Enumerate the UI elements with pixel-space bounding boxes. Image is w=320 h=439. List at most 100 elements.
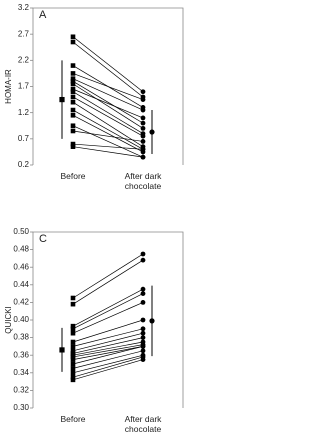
x-tick-label: Before	[60, 171, 86, 181]
before-point	[70, 339, 76, 345]
y-tick-label: 0.2	[18, 160, 30, 169]
mean-marker	[149, 129, 155, 135]
after-point	[140, 107, 146, 113]
pair-line	[72, 337, 144, 354]
pair-line	[72, 344, 144, 358]
y-tick-label: 0.7	[18, 134, 30, 143]
before-point	[70, 357, 76, 362]
before-point	[70, 128, 76, 134]
after-point	[140, 291, 146, 296]
before-point	[70, 301, 76, 307]
after-point	[140, 330, 146, 336]
pair-line	[72, 36, 144, 93]
after-point	[140, 286, 146, 292]
y-tick-label: 1.2	[18, 108, 30, 117]
pair-line	[72, 109, 144, 150]
pair-line	[72, 356, 144, 378]
pair-line	[72, 302, 144, 334]
pair-line	[72, 101, 144, 147]
mean-marker	[149, 318, 155, 324]
before-point	[70, 374, 76, 380]
y-tick-label: 0.34	[13, 368, 29, 377]
pair-line	[72, 354, 144, 374]
pair-line	[72, 288, 144, 327]
before-point	[70, 99, 76, 105]
after-point	[140, 154, 146, 160]
panel-label: A	[39, 9, 47, 21]
before-point	[70, 330, 76, 336]
after-point	[140, 115, 146, 121]
after-point	[140, 89, 146, 95]
x-tick-label: Before	[60, 414, 86, 424]
before-point	[70, 141, 76, 147]
before-point	[70, 323, 76, 329]
y-axis-label: QUICKI	[4, 306, 13, 334]
panel-label: C	[39, 233, 47, 245]
before-point	[70, 63, 76, 68]
y-tick-label: 1.7	[18, 82, 30, 91]
pair-line	[72, 341, 144, 356]
y-tick-label: 0.46	[13, 262, 29, 271]
after-point	[140, 120, 146, 126]
before-point	[70, 123, 76, 129]
before-point	[70, 366, 76, 371]
y-tick-label: 0.42	[13, 298, 29, 307]
mean-marker	[59, 96, 65, 103]
pair-line	[72, 253, 144, 299]
x-tick-label-box: After dark chocolate	[124, 171, 162, 191]
after-point	[140, 344, 146, 349]
y-tick-label: 3.2	[18, 3, 30, 12]
pair-line	[72, 78, 144, 111]
plot-frame	[32, 231, 184, 408]
after-point	[140, 257, 146, 263]
y-tick-label: 0.32	[13, 386, 29, 395]
pair-line	[72, 83, 144, 129]
before-point	[70, 89, 76, 95]
after-point	[140, 348, 146, 354]
mean-marker	[59, 347, 65, 353]
pair-line	[72, 319, 144, 343]
y-tick-label: 2.2	[18, 55, 30, 64]
before-point	[70, 34, 76, 40]
y-tick-label: 0.30	[13, 403, 29, 412]
pair-line	[72, 96, 144, 137]
after-point	[140, 133, 146, 139]
y-tick-label: 0.36	[13, 350, 29, 359]
pair-line	[72, 125, 144, 158]
x-tick-label: After dark chocolate	[124, 414, 162, 434]
pair-line	[72, 143, 144, 150]
y-tick-label: 0.38	[13, 333, 29, 342]
pair-line	[72, 328, 144, 347]
y-tick-label: 2.7	[18, 29, 30, 38]
pair-line	[72, 146, 144, 158]
before-point	[70, 377, 76, 383]
before-point	[70, 81, 76, 87]
before-point	[70, 107, 76, 113]
after-point	[140, 251, 146, 257]
pair-line	[72, 350, 144, 369]
y-tick-label: 0.40	[13, 315, 29, 324]
before-point	[70, 354, 76, 360]
before-point	[70, 76, 76, 81]
figure: A HOMA-IR 0.2 0.7 1.2 1.7 2.2 2.7 3.2 Before After…	[4, 3, 184, 434]
pair-line	[72, 91, 144, 134]
before-point	[70, 370, 76, 376]
before-point	[70, 326, 76, 332]
after-point	[140, 357, 146, 362]
pair-line	[72, 130, 144, 142]
after-point	[140, 97, 146, 102]
x-tick-label-box: Before	[60, 414, 86, 424]
before-point	[70, 295, 76, 301]
y-tick-label: 0.50	[13, 227, 29, 236]
pair-line	[72, 346, 144, 365]
after-point	[140, 326, 146, 332]
pair-line	[72, 332, 144, 352]
pair-line	[72, 259, 144, 305]
y-axis-label: HOMA-IR	[4, 69, 13, 104]
before-point	[70, 94, 76, 100]
after-point	[140, 139, 146, 144]
x-tick-label: After dark chocolate	[124, 171, 162, 191]
before-point	[70, 39, 76, 45]
before-point	[70, 112, 76, 118]
x-tick-label-box: Before	[60, 171, 86, 181]
